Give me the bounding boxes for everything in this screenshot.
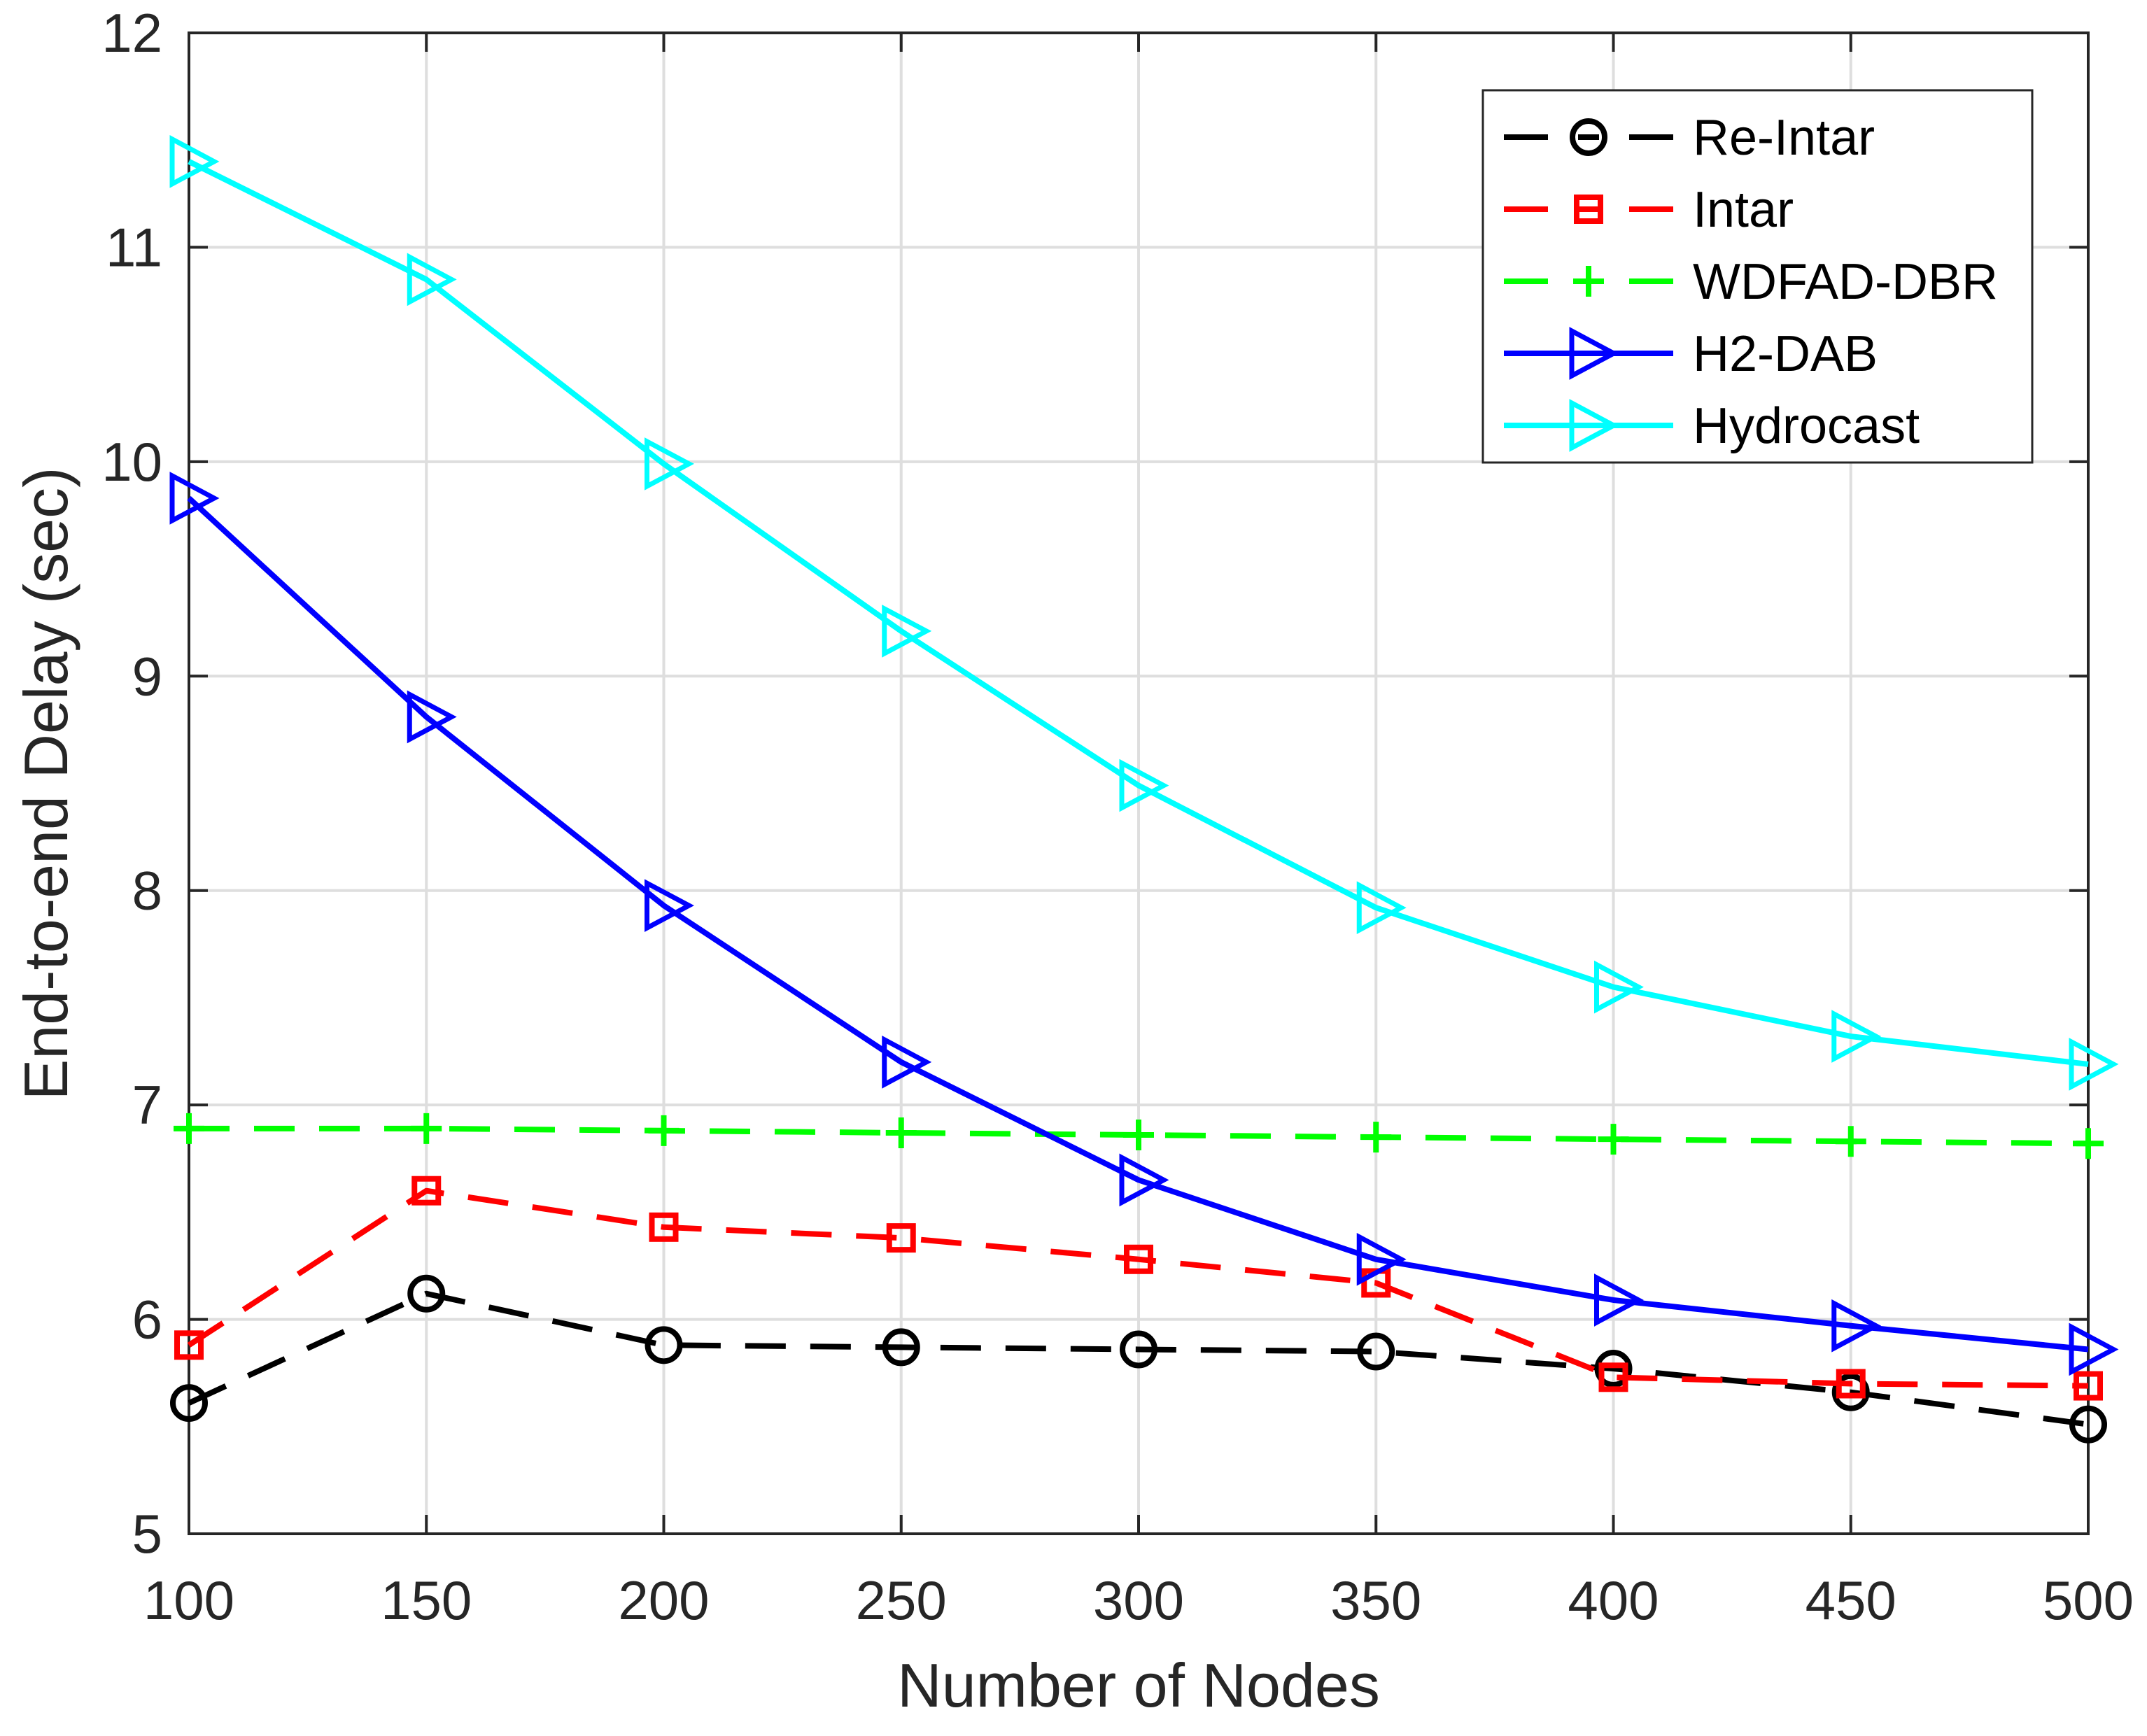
marker-h2-dab-150 (407, 690, 457, 744)
series-intar (174, 1176, 2103, 1401)
marker-wdfad-dbr-100 (174, 1113, 204, 1144)
y-tick-label-5: 5 (132, 1503, 162, 1565)
legend-label-hydrocast: Hydrocast (1693, 398, 1920, 454)
legend-label-intar: Intar (1693, 182, 1794, 238)
marker-wdfad-dbr-350 (1360, 1122, 1392, 1153)
marker-intar-500 (2074, 1371, 2103, 1401)
legend-label-wdfad-dbr: WDFAD-DBR (1693, 254, 1998, 310)
marker-re-intar-200 (645, 1326, 683, 1364)
legend-label-h2-dab: H2-DAB (1693, 326, 1878, 382)
legend-marker-re-intar (1570, 118, 1607, 156)
legend-item-h2-dab: H2-DAB (1504, 326, 1878, 382)
y-tick-label-7: 7 (132, 1074, 162, 1136)
marker-h2-dab-450 (1831, 1299, 1882, 1353)
legend-item-wdfad-dbr: WDFAD-DBR (1504, 254, 1998, 310)
x-tick-label-400: 400 (1568, 1569, 1659, 1631)
series-layer (169, 135, 2119, 1444)
legend-label-re-intar: Re-Intar (1693, 110, 1875, 166)
y-axis-label: End-to-end Delay (sec) (11, 467, 80, 1101)
legend: Re-Intar Intar WDFAD-DBR H2-DAB Hydrocast (1481, 89, 2034, 464)
series-line-intar (187, 1187, 2089, 1389)
series-wdfad-dbr (174, 1113, 2104, 1159)
marker-intar-200 (649, 1212, 679, 1242)
marker-re-intar-250 (882, 1328, 920, 1367)
x-tick-label-250: 250 (856, 1569, 947, 1631)
marker-h2-dab-250 (882, 1036, 932, 1089)
marker-re-intar-450 (1831, 1373, 1870, 1411)
marker-wdfad-dbr-450 (1835, 1126, 1866, 1157)
marker-re-intar-100 (170, 1384, 208, 1423)
marker-intar-250 (886, 1223, 916, 1253)
marker-h2-dab-100 (169, 472, 220, 525)
legend-item-intar: Intar (1504, 182, 1794, 238)
marker-hydrocast-150 (407, 253, 457, 306)
series-re-intar (170, 1274, 2107, 1444)
legend-marker-hydrocast (1569, 399, 1619, 452)
x-tick-label-450: 450 (1805, 1569, 1896, 1631)
marker-hydrocast-200 (645, 437, 694, 491)
legend-item-re-intar: Re-Intar (1504, 110, 1875, 166)
marker-h2-dab-500 (2069, 1322, 2119, 1376)
marker-h2-dab-300 (1119, 1153, 1169, 1207)
x-tick-label-150: 150 (381, 1569, 472, 1631)
marker-re-intar-400 (1594, 1350, 1633, 1388)
legend-marker-intar (1574, 195, 1603, 224)
marker-hydrocast-500 (2069, 1038, 2119, 1091)
series-hydrocast (169, 135, 2119, 1091)
series-line-re-intar (188, 1290, 2089, 1427)
marker-hydrocast-450 (1831, 1010, 1882, 1063)
marker-intar-100 (174, 1330, 204, 1360)
marker-h2-dab-350 (1356, 1232, 1407, 1286)
marker-re-intar-150 (407, 1274, 446, 1313)
marker-re-intar-500 (2069, 1405, 2107, 1444)
marker-hydrocast-250 (882, 605, 932, 658)
x-axis-label: Number of Nodes (897, 1651, 1380, 1720)
y-tick-label-11: 11 (106, 216, 162, 278)
axes (188, 31, 2090, 1535)
marker-intar-400 (1598, 1362, 1628, 1392)
marker-wdfad-dbr-200 (648, 1115, 680, 1146)
legend-marker-wdfad-dbr (1573, 266, 1604, 297)
marker-re-intar-350 (1357, 1332, 1395, 1371)
marker-hydrocast-400 (1594, 960, 1644, 1014)
y-tick-label-6: 6 (132, 1289, 162, 1350)
marker-intar-450 (1836, 1369, 1866, 1399)
legend-item-hydrocast: Hydrocast (1504, 398, 1920, 454)
series-line-h2-dab (187, 496, 2089, 1353)
marker-wdfad-dbr-150 (411, 1113, 442, 1144)
marker-wdfad-dbr-400 (1598, 1124, 1629, 1155)
x-tick-label-300: 300 (1093, 1569, 1184, 1631)
marker-intar-150 (411, 1176, 442, 1206)
x-tick-label-350: 350 (1330, 1569, 1421, 1631)
marker-h2-dab-200 (645, 879, 694, 932)
tick-labels: 100 150 200 250 300 350 400 450 500 5 6 7 8 9 10 11 12 (101, 2, 2134, 1631)
x-tick-label-100: 100 (143, 1569, 234, 1631)
series-h2-dab (169, 472, 2119, 1376)
marker-wdfad-dbr-500 (2073, 1128, 2104, 1159)
marker-intar-300 (1124, 1244, 1153, 1274)
marker-hydrocast-300 (1119, 758, 1169, 812)
marker-hydrocast-100 (169, 135, 220, 188)
marker-re-intar-300 (1120, 1330, 1157, 1369)
y-tick-label-10: 10 (101, 431, 162, 493)
series-line-hydrocast (188, 159, 2089, 1067)
y-tick-label-8: 8 (132, 860, 162, 922)
legend-marker-h2-dab (1569, 327, 1619, 380)
marker-h2-dab-400 (1594, 1273, 1644, 1327)
legend-box (1481, 89, 2034, 464)
marker-wdfad-dbr-250 (885, 1117, 917, 1148)
marker-wdfad-dbr-300 (1123, 1120, 1154, 1151)
y-tick-label-12: 12 (101, 2, 162, 64)
x-tick-label-500: 500 (2043, 1569, 2134, 1631)
x-tick-label-200: 200 (618, 1569, 709, 1631)
y-tick-label-9: 9 (132, 645, 162, 707)
marker-hydrocast-350 (1356, 881, 1407, 935)
